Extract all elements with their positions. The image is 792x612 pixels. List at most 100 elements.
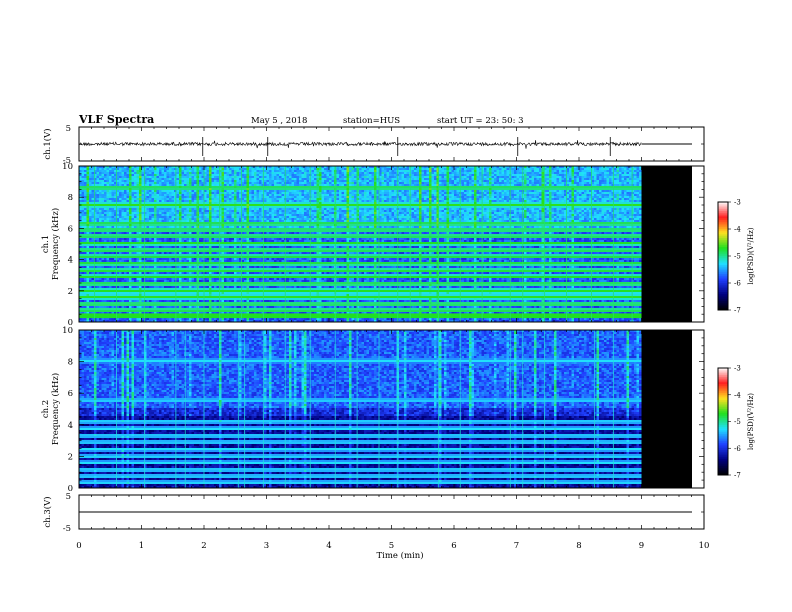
spectrogram-cell: [141, 172, 145, 175]
spectrogram-cell: [336, 194, 340, 197]
spectrogram-cell: [486, 198, 490, 201]
spectrogram-cell: [91, 204, 95, 207]
spectrogram-cell: [516, 176, 520, 179]
spectrogram-cell: [439, 178, 442, 181]
spectrogram-cell: [491, 182, 495, 185]
spectrogram-cell: [614, 198, 617, 201]
spectrogram-cell: [304, 180, 307, 183]
spectrogram-cell: [431, 188, 435, 191]
spectrogram-cell: [231, 208, 235, 211]
spectrogram-cell: [106, 208, 110, 211]
spectrogram-cell: [626, 166, 630, 169]
spectrogram-cell: [629, 190, 632, 193]
spectrogram-cell: [121, 166, 125, 169]
spectrogram-cell: [164, 188, 167, 191]
spectrogram-cell: [494, 166, 497, 169]
spectrogram-cell: [389, 192, 392, 195]
spectrogram-cell: [289, 190, 292, 193]
spectrogram-cell: [316, 206, 320, 209]
spectrogram-cell: [151, 188, 155, 191]
spectrogram-cell: [216, 180, 220, 183]
spectrogram-cell: [346, 186, 350, 189]
spectrogram-cell: [216, 184, 220, 187]
spectrogram-cell: [401, 206, 405, 209]
spectrogram-cell: [449, 204, 452, 207]
spectrogram-cell: [251, 206, 255, 209]
spectrogram-cell: [131, 192, 135, 195]
spectrogram-cell: [356, 190, 360, 193]
spectrogram-cell: [216, 190, 220, 193]
spectrogram-cell: [451, 176, 455, 179]
spectrogram-cell: [104, 202, 107, 205]
spectrogram-cell: [389, 180, 392, 183]
spectrogram-cell: [404, 194, 407, 197]
spectrogram-cell: [151, 192, 155, 195]
spectrogram-cell: [494, 184, 497, 187]
spectrogram-cell: [331, 180, 335, 183]
spectrogram-cell: [359, 184, 362, 187]
spectrogram-cell: [269, 184, 272, 187]
spectrogram-cell: [219, 186, 222, 189]
spectrogram-cell: [91, 208, 95, 211]
spectrogram-cell: [514, 182, 517, 185]
spectrogram-cell: [221, 192, 225, 195]
spectrogram-cell: [121, 192, 125, 195]
spectrogram-cell: [174, 166, 177, 169]
spectrogram-cell: [304, 204, 307, 207]
spectrogram-cell: [101, 176, 105, 179]
spectrogram-cell: [286, 180, 290, 183]
spectrogram-cell: [626, 194, 630, 197]
spectrogram-cell: [416, 184, 420, 187]
spectrogram-cell: [89, 180, 92, 183]
spectrogram-cell: [189, 208, 192, 211]
spectrogram-cell: [481, 186, 485, 189]
spectrogram-cell: [539, 178, 542, 181]
spectrogram-cell: [596, 192, 600, 195]
spectrogram-cell: [331, 194, 335, 197]
spectrogram-cell: [336, 206, 340, 209]
spectrogram-cell: [456, 174, 460, 177]
spectrogram-cell: [351, 182, 355, 185]
spectrogram-cell: [324, 168, 327, 171]
spectrogram-cell: [614, 176, 617, 179]
spectrogram-cell: [141, 182, 145, 185]
spectrogram-cell: [379, 170, 382, 173]
spectrogram-cell: [594, 180, 597, 183]
spectrogram-cell: [276, 174, 280, 177]
spectrogram-cell: [261, 174, 265, 177]
spectrogram-cell: [321, 196, 325, 199]
spectrogram-cell: [514, 180, 517, 183]
spectrogram-cell: [379, 198, 382, 201]
spectrogram-cell: [451, 174, 455, 177]
spectrogram-cell: [614, 166, 617, 169]
spectrogram-cell: [404, 176, 407, 179]
spectrogram-cell: [331, 170, 335, 173]
spectrogram-cell: [279, 166, 282, 169]
spectrogram-cell: [354, 204, 357, 207]
spectrogram-cell: [369, 206, 372, 209]
spectrogram-cell: [414, 208, 417, 211]
spectrogram-cell: [144, 204, 147, 207]
spectrogram-cell: [391, 204, 395, 207]
spectrogram-cell: [546, 178, 550, 181]
spectrogram-cell: [186, 190, 190, 193]
spectrogram-cell: [379, 204, 382, 207]
spectrogram-cell: [379, 178, 382, 181]
spectrogram-cell: [529, 174, 532, 177]
spectrogram-cell: [394, 168, 397, 171]
spectrogram-cell: [496, 170, 500, 173]
spectrogram-cell: [239, 192, 242, 195]
spectrogram-cell: [114, 190, 117, 193]
spectrogram-cell: [136, 178, 140, 181]
spectrogram-cell: [391, 174, 395, 177]
spectrogram-cell: [544, 200, 547, 203]
spectrogram-cell: [464, 192, 467, 195]
spectrogram-cell: [516, 172, 520, 175]
spectrogram-cell: [364, 206, 367, 209]
spectrogram-cell: [371, 178, 375, 181]
spectrogram-cell: [349, 186, 352, 189]
spectrogram-cell: [306, 178, 310, 181]
spectrogram-cell: [426, 206, 430, 209]
spectrogram-cell: [531, 178, 535, 181]
spectrogram-cell: [311, 178, 315, 181]
